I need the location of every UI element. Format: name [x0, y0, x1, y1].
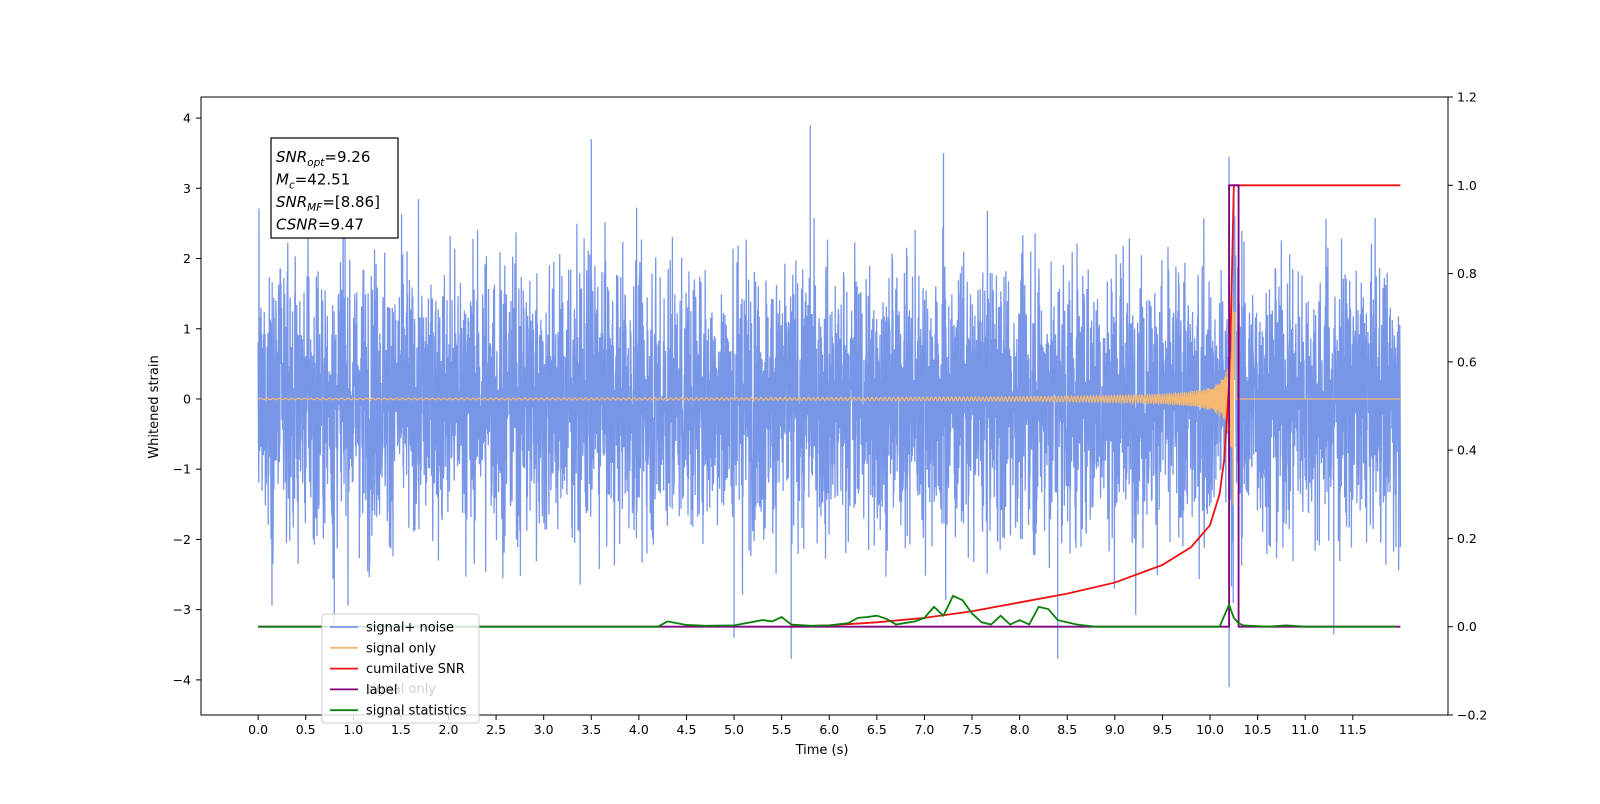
x-tick-label: 2.0 — [439, 722, 459, 737]
x-tick-label: 10.0 — [1196, 722, 1224, 737]
plot-frame — [200, 96, 1449, 716]
legend: signal only signal+ noise signal only cumil… — [321, 613, 480, 724]
x-tick-label: 5.0 — [724, 722, 744, 737]
y-right-tick-label: 0.0 — [1457, 619, 1477, 634]
legend-ghost-text: signal only — [366, 682, 436, 697]
x-tick-label: 8.0 — [1010, 722, 1030, 737]
x-tick-label: 6.0 — [819, 722, 839, 737]
x-tick-label: 1.5 — [391, 722, 411, 737]
series-line-signal-only — [257, 296, 1401, 506]
y-tick-label: 3 — [183, 181, 191, 196]
y-right-tick-label: 1.2 — [1457, 90, 1477, 105]
series-line-cumilative-snr — [791, 184, 1401, 628]
legend-entry: signal statistics — [366, 704, 467, 719]
x-tick-label: 9.5 — [1152, 722, 1172, 737]
legend-entry: label — [366, 683, 397, 698]
x-tick-label: 3.0 — [534, 722, 554, 737]
x-tick-label: 7.5 — [962, 722, 982, 737]
annotation-line: SNRopt=9.26 — [276, 148, 370, 169]
axes: 0.0 0.5 1.0 1.5 2.0 2.5 3.0 3.5 4.0 4.5 5.0 5.5 6.0 6… — [173, 90, 1488, 738]
x-tick-label: 0.5 — [296, 722, 316, 737]
annotation-frame — [270, 137, 399, 239]
x-tick-label: 6.5 — [867, 722, 887, 737]
legend-frame — [321, 613, 480, 724]
y-tick-label: 0 — [183, 391, 191, 406]
annotation-line: Mc=42.51 — [276, 171, 350, 192]
x-tick-label: 11.5 — [1339, 722, 1367, 737]
y-tick-label: 4 — [183, 111, 191, 126]
x-tick-label: 7.0 — [915, 722, 935, 737]
y-right-tick-label: 1.0 — [1457, 178, 1477, 193]
legend-entry: signal only — [366, 641, 436, 656]
x-tick-label: 3.5 — [581, 722, 601, 737]
annotation-line: CSNR=9.47 — [276, 216, 364, 234]
y-right-tick-label: −0.2 — [1457, 708, 1487, 723]
x-tick-label: 4.5 — [677, 722, 697, 737]
x-tick-label: 11.0 — [1291, 722, 1319, 737]
y-tick-label: 1 — [183, 321, 191, 336]
y-tick-label: 2 — [183, 251, 191, 266]
x-tick-label: 0.0 — [248, 722, 268, 737]
y-right-tick-label: 0.4 — [1457, 443, 1477, 458]
y-right-tick-label: 0.2 — [1457, 531, 1477, 546]
y-right-tick-label: 0.8 — [1457, 266, 1477, 281]
y-axis-label: Whitened strain — [147, 355, 162, 458]
y-tick-label: −2 — [173, 532, 191, 547]
series-line-signal-statistics — [258, 594, 1396, 628]
legend-entry: signal+ noise — [366, 621, 454, 636]
x-axis-label: Time (s) — [795, 743, 849, 758]
x-tick-label: 4.0 — [629, 722, 649, 737]
y-right-tick-label: 0.6 — [1457, 354, 1477, 369]
x-tick-label: 9.0 — [1105, 722, 1125, 737]
plot-area — [257, 125, 1402, 687]
x-tick-label: 2.5 — [486, 722, 506, 737]
annotation-line: SNRMF=[8.86] — [276, 193, 380, 214]
y-tick-label: −3 — [173, 602, 191, 617]
y-tick-label: −4 — [173, 672, 191, 687]
legend-entry: cumilative SNR — [366, 662, 465, 677]
x-tick-label: 5.5 — [772, 722, 792, 737]
x-tick-label: 8.5 — [1057, 722, 1077, 737]
x-tick-label: 10.5 — [1244, 722, 1272, 737]
y-tick-label: −1 — [173, 462, 191, 477]
x-tick-label: 1.0 — [343, 722, 363, 737]
